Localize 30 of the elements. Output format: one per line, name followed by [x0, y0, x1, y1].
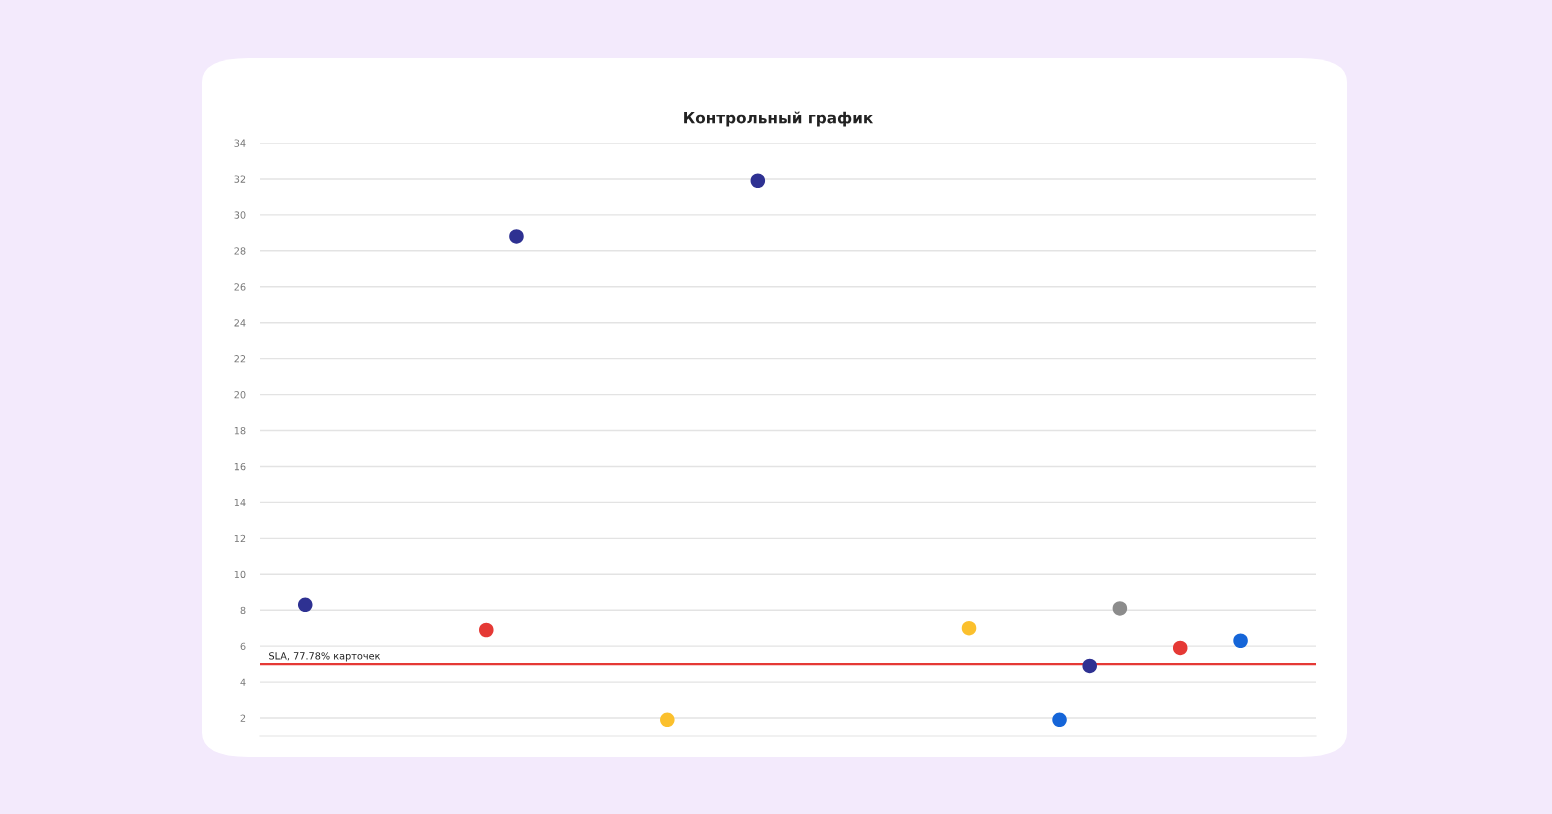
- y-tick-label: 16: [234, 462, 246, 471]
- y-tick-label: 28: [234, 247, 246, 255]
- y-tick-label: 22: [234, 355, 246, 363]
- point: [660, 712, 675, 728]
- y-tick-label: 30: [234, 211, 246, 219]
- y-tick-label: 34: [234, 139, 246, 147]
- point: [1082, 658, 1097, 674]
- point: [1233, 633, 1248, 649]
- point: [509, 229, 524, 244]
- y-tick-label: 4: [240, 678, 246, 686]
- point: [1052, 712, 1067, 728]
- ref-line-label: SLA, 77.78% карточек: [269, 652, 381, 662]
- point: [961, 620, 977, 636]
- y-tick-label: 6: [240, 642, 246, 650]
- chart-title: Контрольный график: [684, 111, 874, 127]
- y-tick-label: 14: [234, 499, 246, 507]
- point: [479, 622, 494, 638]
- y-tick-label: 18: [234, 426, 246, 435]
- y-tick-label: 8: [240, 606, 246, 615]
- y-tick-label: 32: [234, 175, 246, 183]
- y-tick-label: 24: [234, 319, 246, 327]
- y-tick-label: 20: [234, 391, 246, 399]
- point: [1112, 601, 1128, 616]
- point: [297, 597, 313, 613]
- y-tick-label: 2: [240, 714, 246, 722]
- y-tick-label: 10: [234, 570, 246, 579]
- point: [1172, 640, 1188, 656]
- point: [750, 173, 766, 189]
- y-tick-label: 12: [234, 534, 246, 543]
- y-tick-label: 26: [234, 283, 246, 291]
